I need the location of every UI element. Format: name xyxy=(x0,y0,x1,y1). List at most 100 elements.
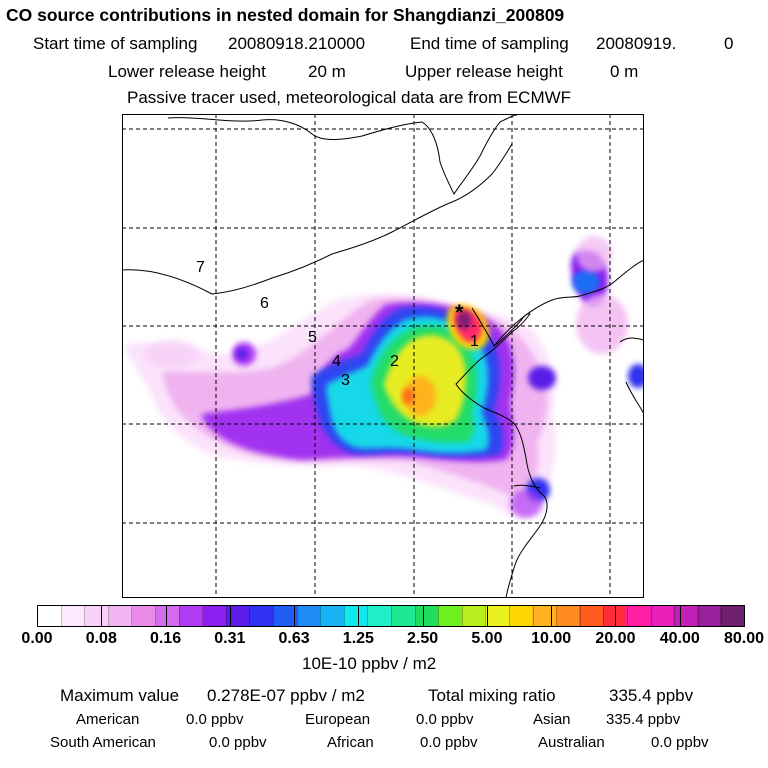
start-time-label: Start time of sampling xyxy=(33,34,198,53)
african-value: 0.0 ppbv xyxy=(420,734,478,751)
colorbar-tick xyxy=(294,605,296,627)
colorbar-segment xyxy=(132,606,156,626)
colorbar-tick xyxy=(358,605,360,627)
colorbar-segment xyxy=(649,606,674,626)
asian-value: 335.4 ppbv xyxy=(606,711,681,728)
colorbar-tick xyxy=(229,605,231,627)
map-gridlines xyxy=(122,114,644,598)
colorbar-tick-label: 10.00 xyxy=(531,630,572,647)
colorbar-segment xyxy=(485,606,509,626)
end-time-label: End time of sampling xyxy=(410,34,569,53)
patch-coast-east xyxy=(528,366,556,390)
colorbar-tick-label: 5.00 xyxy=(471,630,503,647)
european-value: 0.0 ppbv xyxy=(416,711,474,728)
colorbar-segment-divider xyxy=(414,605,416,627)
colorbar-segment-divider xyxy=(650,605,652,627)
colorbar-segment-divider xyxy=(343,605,345,627)
colorbar-segment-divider xyxy=(225,605,227,627)
colorbar-segment xyxy=(179,606,203,626)
colorbar-segment-divider xyxy=(674,605,676,627)
australian-value: 0.0 ppbv xyxy=(651,734,709,751)
region-label-5: 5 xyxy=(308,329,317,346)
american-label: American xyxy=(76,711,140,728)
colorbar-segment-divider xyxy=(697,605,699,627)
colorbar-segment xyxy=(226,606,250,626)
patch-northeast-core xyxy=(572,270,600,294)
tracer-note: Passive tracer used, meteorological data… xyxy=(127,88,572,107)
hotspot-core xyxy=(457,311,471,329)
colorbar-tick-label: 0.00 xyxy=(21,630,53,647)
colorbar-tick-label: 2.50 xyxy=(407,630,439,647)
colorbar-segment xyxy=(720,606,744,626)
lower-release-value: 20 m xyxy=(308,62,346,81)
colorbar-segment xyxy=(38,606,62,626)
colorbar-segment-divider xyxy=(391,605,392,627)
patch-southeast-halo xyxy=(510,490,542,518)
colorbar-segment-divider xyxy=(603,605,605,627)
colorbar-segment-divider xyxy=(579,605,581,627)
map-boundaries xyxy=(122,114,644,598)
colorbar-tick xyxy=(37,605,38,627)
colorbar-tick-label: 80.00 xyxy=(723,630,765,647)
colorbar-tick xyxy=(101,605,103,627)
total-mixing-label: Total mixing ratio xyxy=(428,686,556,705)
colorbar-units: 10E-10 ppbv / m2 xyxy=(302,654,437,673)
colorbar-tick-label: 40.00 xyxy=(659,630,700,647)
colorbar-tick xyxy=(615,605,617,627)
plume-red-spot xyxy=(402,388,414,404)
colorbar-segment xyxy=(555,606,580,626)
colorbar-segment xyxy=(367,606,391,626)
map-frame xyxy=(122,114,644,598)
african-label: African xyxy=(327,734,374,751)
colorbar-segment xyxy=(438,606,462,626)
total-mixing-value: 335.4 ppbv xyxy=(609,686,694,705)
colorbar-segment xyxy=(320,606,344,626)
colorbar-segment-divider xyxy=(461,605,463,627)
colorbar-segment xyxy=(461,606,486,626)
colorbar-segment-divider xyxy=(532,605,534,627)
upper-release-label: Upper release height xyxy=(405,62,563,81)
colorbar-segment xyxy=(155,606,180,626)
colorbar-segment-divider xyxy=(367,605,369,627)
colorbar-tick xyxy=(422,605,424,627)
colorbar-tick xyxy=(486,605,488,627)
max-value: 0.278E-07 ppbv / m2 xyxy=(207,686,365,705)
colorbar-segment-divider xyxy=(84,605,86,627)
american-value: 0.0 ppbv xyxy=(186,711,244,728)
contribution-map: * 1 2 3 4 5 6 7 xyxy=(122,114,644,598)
colorbar-tick-label: 0.63 xyxy=(278,630,310,647)
colorbar-segment-divider xyxy=(296,605,298,627)
plot-title: CO source contributions in nested domain… xyxy=(6,5,565,25)
colorbar-segment-divider xyxy=(320,605,322,627)
patch-ne-haze xyxy=(576,236,612,272)
colorbar-segment-divider xyxy=(178,605,180,627)
end-time-value: 20080919. xyxy=(596,34,677,53)
colorbar-segment xyxy=(414,606,439,626)
colorbar-segment-divider xyxy=(721,605,723,627)
colorbar-segment-divider xyxy=(509,605,510,627)
colorbar-segment-divider xyxy=(556,605,558,627)
colorbar-segment xyxy=(508,606,533,626)
colorbar-segment-divider xyxy=(273,605,274,627)
colorbar-segment-divider xyxy=(627,605,628,627)
colorbar-segment xyxy=(532,606,556,626)
colorbar-tick xyxy=(165,605,167,627)
colorbar-segment-divider xyxy=(249,605,251,627)
map-panel: * 1 2 3 4 5 6 7 xyxy=(122,114,644,598)
region-label-3: 3 xyxy=(341,372,350,389)
colorbar-segment-divider xyxy=(60,605,62,627)
end-time-suffix: 0 xyxy=(724,34,734,53)
colorbar xyxy=(37,605,745,627)
plume-layer xyxy=(124,236,644,518)
region-label-6: 6 xyxy=(260,295,269,312)
colorbar-tick xyxy=(679,605,681,627)
patch-west-haze xyxy=(144,340,200,368)
colorbar-tick-label: 0.16 xyxy=(149,630,182,647)
colorbar-segment-divider xyxy=(485,605,487,627)
colorbar-segment xyxy=(343,606,368,626)
colorbar-segment xyxy=(696,606,721,626)
receptor-marker: * xyxy=(455,300,464,325)
colorbar-segment xyxy=(579,606,603,626)
colorbar-segment-divider xyxy=(155,605,156,627)
colorbar-segment xyxy=(673,606,697,626)
